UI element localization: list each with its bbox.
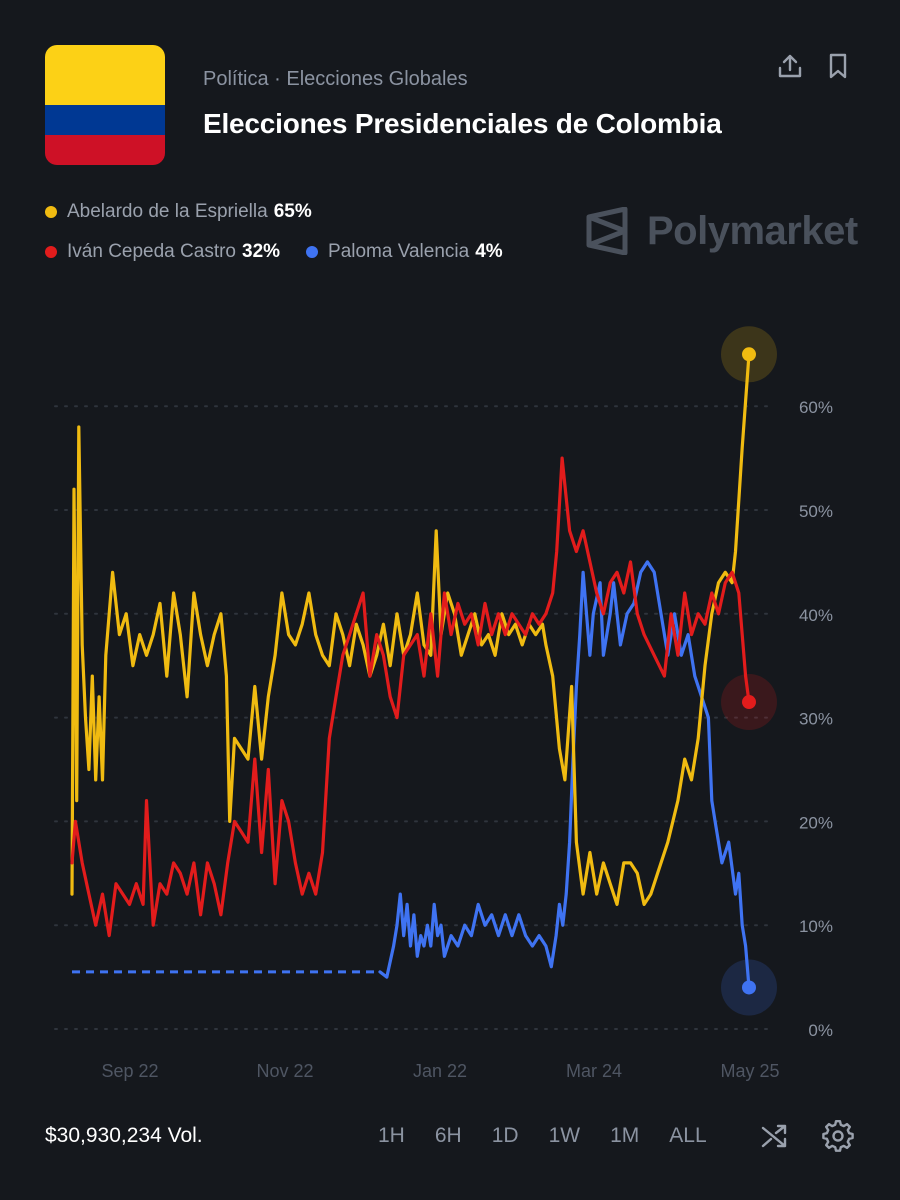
shuffle-icon xyxy=(761,1124,787,1148)
price-chart[interactable]: 0% 10% 20% 30% 40% 50% 60% Sep 22 Nov 22 Jan 22 M… xyxy=(0,0,900,1100)
series-end-dot-2 xyxy=(742,980,756,995)
gear-icon xyxy=(822,1120,854,1152)
y-tick-label: 20% xyxy=(799,813,833,832)
y-tick-label: 0% xyxy=(808,1021,833,1040)
legend-dot-valencia xyxy=(306,246,319,258)
bookmark-icon xyxy=(829,53,847,79)
legend-entry-abelardo: Abelardo de la Espriella 65% xyxy=(45,201,312,223)
series-end-dot-0 xyxy=(742,347,756,362)
legend-row-2: Iván Cepeda Castro 32% Paloma Valencia 4… xyxy=(45,241,503,263)
flag-band-red xyxy=(45,135,165,165)
series-end-dot-1 xyxy=(742,695,756,710)
legend-dot-cepeda xyxy=(45,246,57,258)
range-1h-button[interactable]: 1H xyxy=(378,1124,405,1147)
y-tick-label: 60% xyxy=(799,398,833,417)
y-tick-label: 10% xyxy=(799,917,833,936)
series-line-1 xyxy=(70,456,751,938)
x-tick-label: Sep 22 xyxy=(101,1061,158,1081)
x-tick-label: Jan 22 xyxy=(413,1061,467,1081)
legend-row-1: Abelardo de la Espriella 65% xyxy=(45,201,312,223)
x-tick-label: Mar 24 xyxy=(566,1061,622,1081)
y-tick-label: 30% xyxy=(799,710,833,729)
legend-name-cepeda: Iván Cepeda Castro xyxy=(67,241,236,262)
legend-name-abelardo: Abelardo de la Espriella xyxy=(67,201,268,222)
page-title: Elecciones Presidenciales de Colombia xyxy=(203,108,722,139)
flag-band-blue xyxy=(45,105,165,135)
range-1w-button[interactable]: 1W xyxy=(548,1124,581,1147)
legend-pct-cepeda: 32% xyxy=(242,241,281,262)
legend-dot-abelardo xyxy=(45,206,57,218)
flag-band-yellow xyxy=(45,45,165,105)
shuffle-button[interactable] xyxy=(756,1118,792,1154)
volume-label: $30,930,234 Vol. xyxy=(45,1124,203,1147)
legend-entry-valencia: Paloma Valencia 4% xyxy=(306,241,503,263)
x-tick-label: Nov 22 xyxy=(256,1061,313,1081)
y-tick-label: 50% xyxy=(799,502,833,521)
colombia-flag xyxy=(45,45,165,165)
brand-name: Polymarket xyxy=(647,208,858,253)
bookmark-button[interactable] xyxy=(820,48,856,84)
range-1m-button[interactable]: 1M xyxy=(610,1124,640,1147)
chart-endpoints xyxy=(721,326,777,1016)
category-breadcrumb[interactable]: Política · Elecciones Globales xyxy=(203,68,468,90)
legend-pct-abelardo: 65% xyxy=(273,201,312,222)
series-line-0 xyxy=(70,352,751,906)
chart-series xyxy=(70,352,751,990)
range-1d-button[interactable]: 1D xyxy=(491,1124,519,1147)
y-axis-ticks: 0% 10% 20% 30% 40% 50% 60% xyxy=(799,398,833,1040)
polymarket-logo-icon xyxy=(586,207,628,255)
x-tick-label: May 25 xyxy=(720,1061,779,1081)
legend-pct-valencia: 4% xyxy=(475,241,503,262)
share-icon xyxy=(778,54,802,78)
chart-grid xyxy=(54,405,771,1030)
legend-name-valencia: Paloma Valencia xyxy=(328,241,470,262)
range-all-button[interactable]: ALL xyxy=(669,1124,707,1147)
time-range-selector: 1H 6H 1D 1W 1M ALL xyxy=(378,1122,737,1150)
x-axis-ticks: Sep 22 Nov 22 Jan 22 Mar 24 May 25 xyxy=(101,1061,779,1081)
share-button[interactable] xyxy=(772,48,808,84)
polymarket-brand: Polymarket xyxy=(585,205,858,257)
series-line-2 xyxy=(378,560,751,990)
range-6h-button[interactable]: 6H xyxy=(434,1124,462,1147)
legend-entry-cepeda: Iván Cepeda Castro 32% xyxy=(45,241,280,263)
settings-button[interactable] xyxy=(820,1118,856,1154)
y-tick-label: 40% xyxy=(799,606,833,625)
